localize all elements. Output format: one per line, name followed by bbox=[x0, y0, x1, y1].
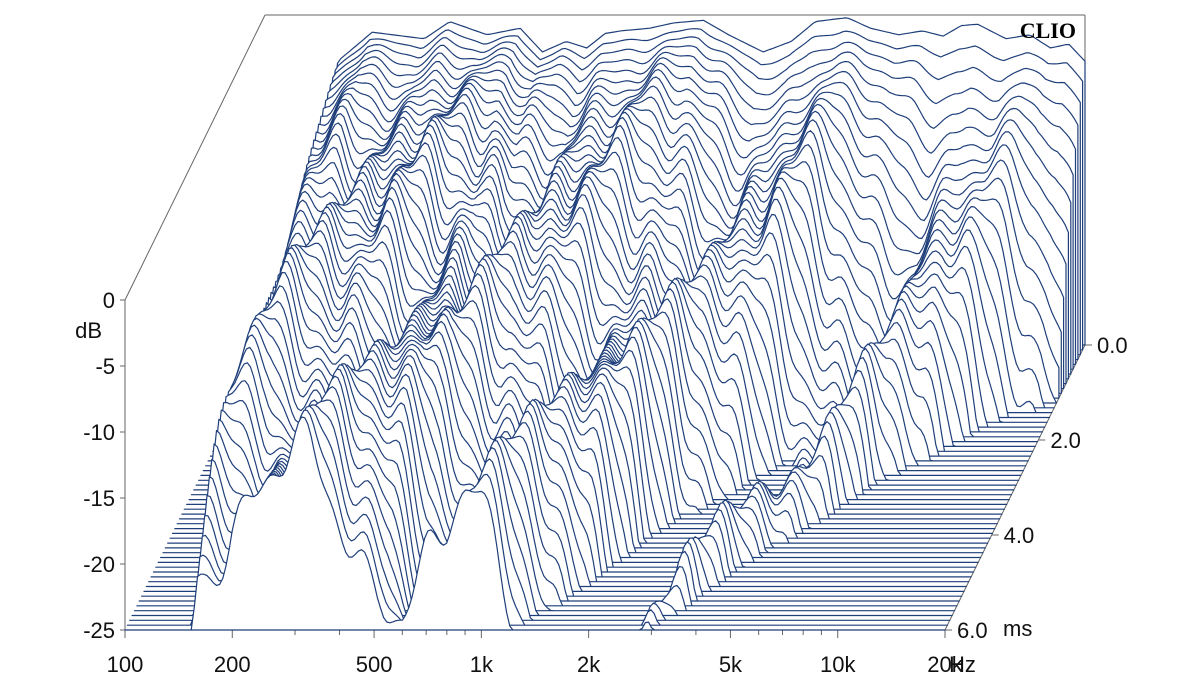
decay-slices bbox=[124, 17, 1086, 631]
time-tick-label: 2.0 bbox=[1050, 428, 1081, 453]
freq-tick-label: 2k bbox=[577, 652, 601, 677]
y-tick-label: -5 bbox=[95, 354, 115, 379]
decay-slice bbox=[124, 416, 946, 631]
y-tick-label: -20 bbox=[83, 552, 115, 577]
freq-tick-label: 5k bbox=[719, 652, 743, 677]
time-tick-label: 0.0 bbox=[1097, 333, 1128, 358]
axis-labels: CLIO dB Hz ms 0 -5 -10 -15 -20 -25 100 200 500 1k… bbox=[75, 18, 1128, 677]
time-tick-label: 4.0 bbox=[1004, 523, 1035, 548]
y-tick-label: -25 bbox=[83, 618, 115, 643]
freq-tick-label: 100 bbox=[107, 652, 144, 677]
freq-unit-label: Hz bbox=[949, 652, 976, 677]
y-axis-label: dB bbox=[75, 318, 102, 343]
freq-tick-label: 1k bbox=[470, 652, 494, 677]
freq-tick-label: 10k bbox=[820, 652, 856, 677]
time-unit-label: ms bbox=[1003, 616, 1032, 641]
freq-tick-label: 500 bbox=[356, 652, 393, 677]
y-tick-label: 0 bbox=[103, 288, 115, 313]
time-tick-label: 6.0 bbox=[957, 618, 988, 643]
back-left-edge bbox=[124, 14, 266, 301]
brand-label: CLIO bbox=[1020, 18, 1076, 43]
y-tick-label: -15 bbox=[83, 486, 115, 511]
freq-tick-label: 20k bbox=[927, 652, 963, 677]
y-tick-label: -10 bbox=[83, 420, 115, 445]
freq-tick-label: 200 bbox=[214, 652, 251, 677]
